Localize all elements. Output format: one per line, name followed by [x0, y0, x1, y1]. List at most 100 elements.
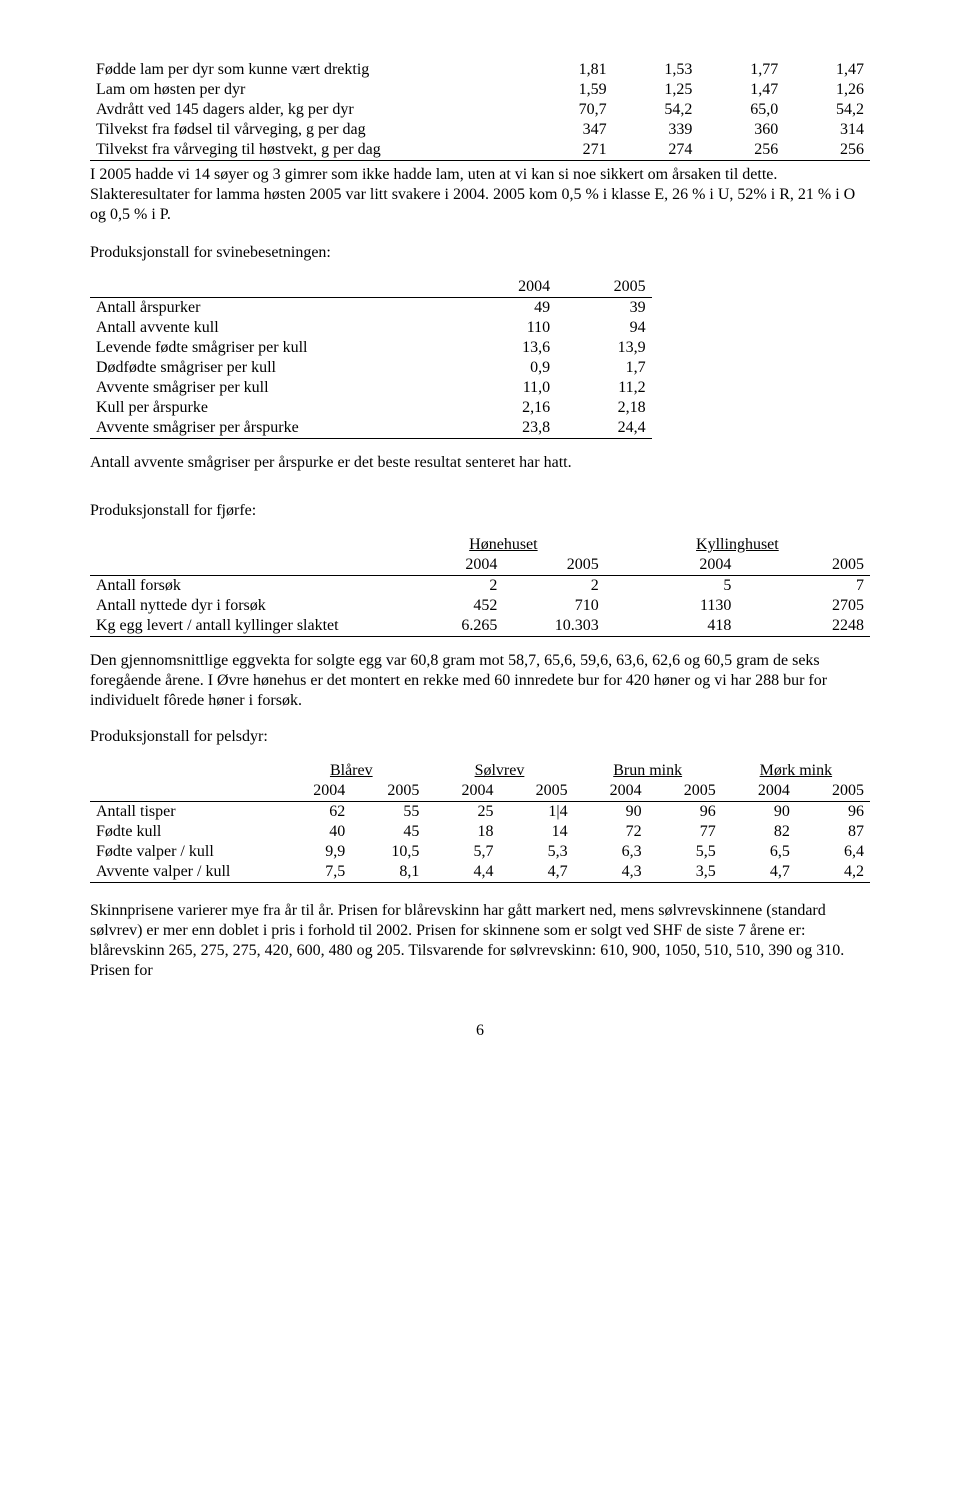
- table-cell: 13,6: [461, 338, 556, 358]
- table-header: 2004: [574, 781, 648, 802]
- paragraph-4: Skinnprisene varierer mye fra år til år.…: [90, 901, 870, 981]
- table-cell: 339: [613, 120, 699, 140]
- table-row-label: Kull per årspurke: [90, 398, 461, 418]
- table-row-label: Tilvekst fra vårveging til høstvekt, g p…: [90, 140, 527, 161]
- table-row-label: Avvente valper / kull: [90, 862, 277, 883]
- table-cell: 4,3: [574, 862, 648, 883]
- table-cell: 96: [796, 802, 870, 823]
- table-cell: 11,2: [556, 378, 651, 398]
- table-header: 2005: [796, 781, 870, 802]
- table-cell: 1,59: [527, 80, 613, 100]
- table-cell: 4,7: [499, 862, 573, 883]
- section-title-swine: Produksjonstall for svinebesetningen:: [90, 243, 870, 263]
- table-group-header: Sølvrev: [425, 761, 573, 781]
- table-cell: 55: [351, 802, 425, 823]
- table-cell: 314: [784, 120, 870, 140]
- table-row-label: Lam om høsten per dyr: [90, 80, 527, 100]
- table-header: 2005: [499, 781, 573, 802]
- table-cell: 82: [722, 822, 796, 842]
- poultry-table: HønehusetKyllinghuset2004200520042005Ant…: [90, 535, 870, 637]
- table-group-header: Mørk mink: [722, 761, 870, 781]
- page-number: 6: [90, 1021, 870, 1041]
- table-group-header: Brun mink: [574, 761, 722, 781]
- table-cell: 62: [277, 802, 351, 823]
- table-row-label: Avvente smågriser per kull: [90, 378, 461, 398]
- table-row-label: Fødde lam per dyr som kunne vært drektig: [90, 60, 527, 80]
- table-cell: 39: [556, 298, 651, 319]
- table-cell: 3,5: [648, 862, 722, 883]
- table-cell: 274: [613, 140, 699, 161]
- table-cell: 2,18: [556, 398, 651, 418]
- table-row-label: Avvente smågriser per årspurke: [90, 418, 461, 439]
- table-cell: 23,8: [461, 418, 556, 439]
- table-cell: 2: [402, 576, 503, 597]
- paragraph-2: Antall avvente smågriser per årspurke er…: [90, 453, 870, 473]
- table-cell: 6,4: [796, 842, 870, 862]
- table-cell: 6,5: [722, 842, 796, 862]
- table-cell: 256: [784, 140, 870, 161]
- table-cell: 5: [605, 576, 738, 597]
- table-cell: 1,77: [698, 60, 784, 80]
- table-header: 2005: [737, 555, 870, 576]
- table-header: 2004: [722, 781, 796, 802]
- table-cell: 6,3: [574, 842, 648, 862]
- table-cell: 90: [722, 802, 796, 823]
- table-cell: 8,1: [351, 862, 425, 883]
- table-row-label: Antall forsøk: [90, 576, 402, 597]
- section-title-poultry: Produksjonstall for fjørfe:: [90, 501, 870, 521]
- table-cell: 2705: [737, 596, 870, 616]
- table-cell: 0,9: [461, 358, 556, 378]
- table-cell: 2: [503, 576, 604, 597]
- table-cell: 418: [605, 616, 738, 637]
- table-cell: 4,4: [425, 862, 499, 883]
- table-header: [90, 761, 277, 781]
- table-header: 2004: [402, 555, 503, 576]
- table-header: 2005: [556, 277, 651, 298]
- table-cell: 256: [698, 140, 784, 161]
- table-cell: 70,7: [527, 100, 613, 120]
- table-cell: 5,7: [425, 842, 499, 862]
- table-cell: 1,25: [613, 80, 699, 100]
- table-row-label: Antall avvente kull: [90, 318, 461, 338]
- fur-table: BlårevSølvrevBrun minkMørk mink200420052…: [90, 761, 870, 883]
- table-cell: 1,7: [556, 358, 651, 378]
- table-cell: 9,9: [277, 842, 351, 862]
- section-title-fur: Produksjonstall for pelsdyr:: [90, 727, 870, 747]
- table-group-header: Kyllinghuset: [605, 535, 870, 555]
- table-cell: 1|4: [499, 802, 573, 823]
- table-cell: 5,3: [499, 842, 573, 862]
- paragraph-3: Den gjennomsnittlige eggvekta for solgte…: [90, 651, 870, 711]
- table-header: 2004: [605, 555, 738, 576]
- table-cell: 13,9: [556, 338, 651, 358]
- table-header: [90, 781, 277, 802]
- table-header: 2005: [351, 781, 425, 802]
- table-header: [90, 535, 402, 555]
- table-cell: 65,0: [698, 100, 784, 120]
- table-cell: 1,53: [613, 60, 699, 80]
- table-cell: 96: [648, 802, 722, 823]
- table-cell: 94: [556, 318, 651, 338]
- table-cell: 49: [461, 298, 556, 319]
- table-cell: 10.303: [503, 616, 604, 637]
- table-header: 2004: [425, 781, 499, 802]
- table-cell: 2248: [737, 616, 870, 637]
- table-cell: 710: [503, 596, 604, 616]
- table-cell: 110: [461, 318, 556, 338]
- table-cell: 54,2: [613, 100, 699, 120]
- table-cell: 2,16: [461, 398, 556, 418]
- table-cell: 1130: [605, 596, 738, 616]
- table-cell: 14: [499, 822, 573, 842]
- table-cell: 271: [527, 140, 613, 161]
- table-header: 2004: [461, 277, 556, 298]
- table-cell: 25: [425, 802, 499, 823]
- table-row-label: Avdrått ved 145 dagers alder, kg per dyr: [90, 100, 527, 120]
- table-cell: 40: [277, 822, 351, 842]
- table-cell: 54,2: [784, 100, 870, 120]
- table-header: 2005: [648, 781, 722, 802]
- table-cell: 4,2: [796, 862, 870, 883]
- table-row-label: Dødfødte smågriser per kull: [90, 358, 461, 378]
- table-group-header: Hønehuset: [402, 535, 605, 555]
- table-cell: 87: [796, 822, 870, 842]
- table-cell: 452: [402, 596, 503, 616]
- table-cell: 360: [698, 120, 784, 140]
